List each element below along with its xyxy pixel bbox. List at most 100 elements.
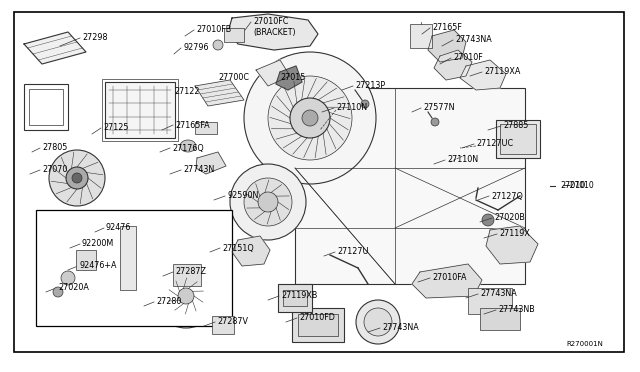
Text: 92476+A: 92476+A bbox=[80, 262, 118, 270]
Text: 92200M: 92200M bbox=[82, 240, 115, 248]
Text: 27743NA: 27743NA bbox=[480, 289, 516, 298]
Bar bbox=[212, 316, 234, 334]
Polygon shape bbox=[412, 264, 482, 298]
Bar bbox=[298, 314, 338, 336]
Text: 27015: 27015 bbox=[280, 74, 305, 83]
Polygon shape bbox=[460, 60, 506, 90]
Bar bbox=[120, 226, 136, 290]
Text: 27165FA: 27165FA bbox=[175, 121, 210, 129]
Circle shape bbox=[302, 110, 318, 126]
Polygon shape bbox=[228, 14, 318, 50]
Text: 27122: 27122 bbox=[174, 87, 200, 96]
Text: 27805: 27805 bbox=[42, 144, 67, 153]
Text: 27743NA: 27743NA bbox=[455, 35, 492, 45]
Bar bbox=[29, 89, 63, 125]
Text: 92796: 92796 bbox=[183, 44, 209, 52]
Text: 27287V: 27287V bbox=[217, 317, 248, 327]
Text: 27743NA: 27743NA bbox=[382, 324, 419, 333]
Text: 27119X: 27119X bbox=[499, 230, 530, 238]
Circle shape bbox=[482, 214, 494, 226]
Text: 92476: 92476 bbox=[106, 224, 131, 232]
Circle shape bbox=[361, 100, 369, 108]
Text: 27213P: 27213P bbox=[355, 81, 385, 90]
Text: 27743N: 27743N bbox=[183, 166, 214, 174]
Text: 27020A: 27020A bbox=[58, 283, 89, 292]
Text: —27010: —27010 bbox=[563, 182, 595, 190]
Text: 27127Q: 27127Q bbox=[491, 192, 523, 201]
Text: 92590N: 92590N bbox=[227, 192, 259, 201]
Bar bbox=[496, 120, 540, 158]
Bar bbox=[36, 210, 232, 326]
Bar bbox=[224, 28, 244, 42]
Circle shape bbox=[230, 164, 306, 240]
Polygon shape bbox=[428, 30, 466, 62]
Circle shape bbox=[356, 300, 400, 344]
Polygon shape bbox=[486, 226, 538, 264]
Text: 27700C: 27700C bbox=[218, 74, 249, 83]
Text: 27070: 27070 bbox=[42, 166, 67, 174]
Bar bbox=[105, 82, 175, 138]
Text: 27577N: 27577N bbox=[423, 103, 454, 112]
Text: 27125: 27125 bbox=[103, 124, 129, 132]
Bar bbox=[102, 79, 178, 141]
Circle shape bbox=[49, 150, 105, 206]
Text: 27110N: 27110N bbox=[447, 155, 478, 164]
Text: 27165F: 27165F bbox=[432, 23, 462, 32]
Bar bbox=[410, 24, 432, 48]
Text: 27010FD: 27010FD bbox=[299, 314, 335, 323]
Bar bbox=[480, 308, 520, 330]
Circle shape bbox=[258, 192, 278, 212]
Circle shape bbox=[66, 167, 88, 189]
Bar bbox=[292, 308, 344, 342]
Text: 27119XB: 27119XB bbox=[281, 292, 317, 301]
Circle shape bbox=[166, 276, 206, 316]
Circle shape bbox=[154, 264, 218, 328]
Text: 27298: 27298 bbox=[82, 33, 108, 42]
Text: 27119XA: 27119XA bbox=[484, 67, 520, 77]
Bar bbox=[500, 124, 536, 154]
Text: 27010FB: 27010FB bbox=[196, 26, 231, 35]
Text: 27280: 27280 bbox=[156, 298, 181, 307]
Text: 27176Q: 27176Q bbox=[172, 144, 204, 153]
Text: 27287Z: 27287Z bbox=[175, 267, 206, 276]
Text: R270001N: R270001N bbox=[566, 341, 603, 347]
Bar bbox=[24, 84, 68, 130]
Text: 27020B: 27020B bbox=[494, 214, 525, 222]
Polygon shape bbox=[256, 60, 290, 86]
Polygon shape bbox=[196, 152, 226, 174]
Bar bbox=[283, 290, 307, 306]
Bar bbox=[295, 88, 525, 284]
Polygon shape bbox=[276, 66, 302, 90]
Text: 27151Q: 27151Q bbox=[222, 244, 253, 253]
Polygon shape bbox=[232, 236, 270, 266]
Circle shape bbox=[178, 288, 194, 304]
Circle shape bbox=[290, 98, 330, 138]
Polygon shape bbox=[434, 50, 472, 80]
Text: 27110N: 27110N bbox=[336, 103, 367, 112]
Circle shape bbox=[268, 76, 352, 160]
Circle shape bbox=[213, 40, 223, 50]
Text: 27010FA: 27010FA bbox=[432, 273, 467, 282]
Circle shape bbox=[61, 271, 75, 285]
Circle shape bbox=[244, 178, 292, 226]
Ellipse shape bbox=[180, 140, 196, 152]
Text: 27885: 27885 bbox=[503, 122, 529, 131]
Bar bbox=[195, 122, 217, 134]
Text: 27743NB: 27743NB bbox=[498, 305, 535, 314]
Text: 27127U: 27127U bbox=[337, 247, 369, 257]
Text: 27010: 27010 bbox=[560, 182, 585, 190]
Circle shape bbox=[72, 173, 82, 183]
Polygon shape bbox=[195, 80, 244, 106]
Text: (BRACKET): (BRACKET) bbox=[253, 28, 296, 36]
Text: 27010F: 27010F bbox=[453, 54, 483, 62]
Bar bbox=[76, 250, 96, 270]
Text: 27127UC: 27127UC bbox=[476, 140, 513, 148]
Circle shape bbox=[364, 308, 392, 336]
Bar bbox=[173, 264, 201, 286]
Circle shape bbox=[53, 287, 63, 297]
Circle shape bbox=[431, 118, 439, 126]
Circle shape bbox=[244, 52, 376, 184]
Text: 27010FC: 27010FC bbox=[253, 17, 289, 26]
Bar bbox=[468, 288, 512, 314]
Bar bbox=[278, 284, 312, 312]
